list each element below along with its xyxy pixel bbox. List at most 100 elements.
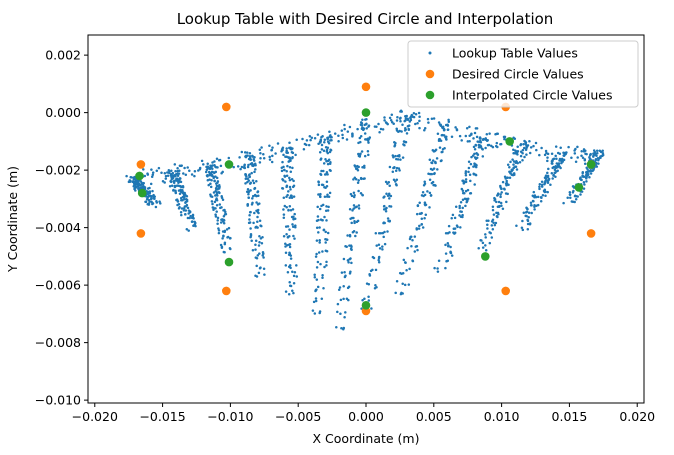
lookup-point [254, 243, 257, 247]
lookup-point [490, 224, 494, 227]
lookup-point [170, 184, 174, 187]
lookup-point [573, 200, 576, 204]
lookup-point [288, 252, 292, 256]
lookup-point [286, 225, 290, 228]
lookup-point [521, 228, 525, 232]
lookup-point [352, 195, 356, 199]
x-tick-label: 0.000 [348, 409, 384, 424]
lookup-point [361, 193, 364, 197]
x-tick-label: 0.020 [619, 409, 655, 424]
lookup-point [184, 173, 188, 177]
lookup-point [217, 187, 221, 190]
lookup-point [468, 173, 472, 177]
lookup-point [482, 137, 485, 141]
lookup-point [327, 205, 330, 209]
lookup-point [281, 146, 285, 149]
legend-marker [425, 90, 435, 100]
lookup-point [444, 135, 447, 139]
lookup-point [294, 153, 297, 157]
lookup-point [181, 186, 185, 189]
lookup-point [286, 164, 289, 168]
lookup-point [253, 162, 257, 165]
lookup-point [315, 266, 319, 269]
lookup-point [318, 151, 322, 154]
lookup-point [287, 265, 291, 269]
lookup-point [403, 261, 407, 264]
lookup-point [475, 135, 479, 139]
lookup-point [394, 182, 398, 186]
lookup-point [547, 167, 550, 171]
lookup-point [209, 185, 213, 189]
lookup-point [220, 218, 223, 222]
lookup-point [459, 201, 463, 204]
lookup-point [158, 200, 161, 203]
lookup-point [244, 155, 248, 159]
lookup-point [257, 271, 261, 275]
lookup-point [505, 200, 508, 204]
lookup-point [450, 135, 454, 139]
lookup-point [528, 140, 531, 143]
lookup-point [386, 122, 389, 126]
lookup-point [174, 184, 177, 188]
lookup-point [467, 170, 470, 174]
lookup-point [395, 119, 399, 122]
lookup-point [580, 154, 583, 158]
lookup-point [226, 236, 229, 239]
lookup-point [280, 149, 283, 153]
lookup-point [484, 146, 487, 150]
lookup-point [485, 219, 488, 222]
lookup-point [215, 197, 218, 200]
lookup-point [491, 205, 495, 209]
lookup-point [454, 126, 457, 129]
lookup-point [545, 177, 548, 180]
lookup-point [525, 206, 528, 209]
lookup-point [551, 162, 554, 165]
lookup-point [432, 167, 436, 170]
lookup-point [468, 192, 472, 195]
lookup-point [437, 121, 441, 124]
lookup-point [367, 299, 371, 302]
lookup-point [381, 248, 384, 251]
lookup-point [288, 204, 292, 208]
lookup-point [205, 168, 209, 172]
lookup-point [292, 184, 296, 188]
lookup-point [411, 238, 414, 242]
lookup-point [403, 140, 406, 143]
lookup-point [346, 259, 350, 262]
lookup-point [524, 141, 528, 144]
legend-box [407, 40, 639, 108]
lookup-point [574, 195, 578, 198]
lookup-point [188, 169, 191, 173]
lookup-point [473, 147, 477, 151]
lookup-point [384, 180, 388, 184]
lookup-point [490, 236, 494, 239]
lookup-point [340, 129, 344, 132]
lookup-point [135, 186, 138, 189]
lookup-point [499, 142, 502, 146]
lookup-point [485, 133, 489, 136]
lookup-point [329, 136, 333, 139]
lookup-point [176, 200, 180, 203]
lookup-point [291, 156, 294, 160]
lookup-point [258, 148, 262, 152]
lookup-point [500, 187, 503, 190]
lookup-point [528, 223, 532, 226]
lookup-point [395, 279, 399, 283]
lookup-point [319, 218, 323, 221]
lookup-point [139, 180, 143, 183]
lookup-point [324, 249, 328, 253]
lookup-point [183, 197, 186, 201]
lookup-point [193, 174, 196, 178]
lookup-point [326, 162, 330, 166]
lookup-point [150, 175, 154, 178]
lookup-point [504, 177, 507, 180]
lookup-point [150, 200, 153, 204]
lookup-point [217, 227, 220, 230]
lookup-point [224, 210, 227, 214]
lookup-point [522, 211, 526, 215]
lookup-point [314, 299, 318, 303]
lookup-point [519, 150, 523, 154]
lookup-point [407, 127, 410, 131]
lookup-point [238, 156, 241, 159]
lookup-point [522, 142, 525, 146]
